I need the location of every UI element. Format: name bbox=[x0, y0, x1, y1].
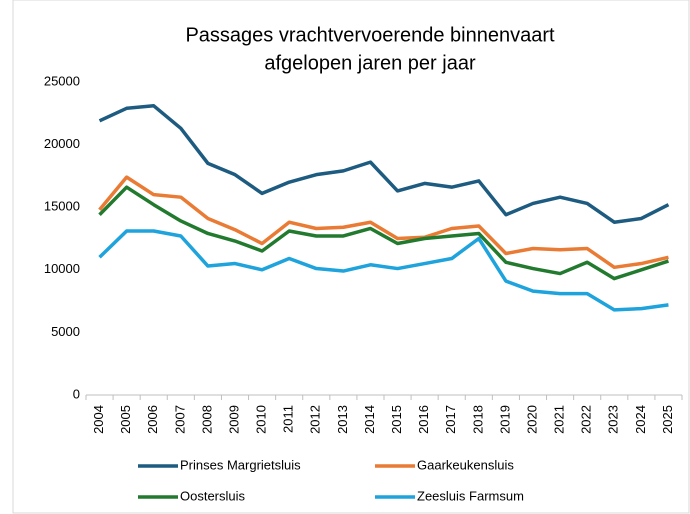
x-tick-label: 2017 bbox=[443, 405, 458, 434]
x-tick-label: 2009 bbox=[226, 405, 241, 434]
series-line bbox=[98, 185, 669, 281]
x-tick-label: 2013 bbox=[335, 405, 350, 434]
y-tick-label: 5000 bbox=[51, 324, 80, 339]
chart-frame bbox=[12, 0, 690, 514]
y-tick-label: 10000 bbox=[44, 261, 80, 276]
legend-label: Zeesluis Farmsum bbox=[417, 488, 524, 503]
x-tick-label: 2012 bbox=[308, 405, 323, 434]
x-tick-label: 2008 bbox=[199, 405, 214, 434]
x-tick-label: 2019 bbox=[497, 405, 512, 434]
x-tick-label: 2021 bbox=[552, 405, 567, 434]
x-tick-label: 2025 bbox=[660, 405, 675, 434]
series-line bbox=[98, 104, 670, 224]
x-tick-label: 2016 bbox=[416, 405, 431, 434]
x-tick-label: 2006 bbox=[145, 405, 160, 434]
x-tick-label: 2010 bbox=[254, 405, 269, 434]
legend-label: Prinses Margrietsluis bbox=[180, 457, 301, 472]
y-tick-label: 25000 bbox=[44, 73, 80, 88]
y-tick-label: 15000 bbox=[44, 199, 80, 214]
series-line bbox=[98, 175, 669, 270]
x-tick-label: 2023 bbox=[606, 405, 621, 434]
x-tick-label: 2018 bbox=[470, 405, 485, 434]
chart-title: afgelopen jaren per jaar bbox=[264, 52, 476, 74]
x-tick-label: 2005 bbox=[118, 405, 133, 434]
legend-label: Oostersluis bbox=[180, 488, 246, 503]
x-tick-label: 2014 bbox=[362, 405, 377, 434]
x-tick-label: 2004 bbox=[91, 405, 106, 434]
legend-label: Gaarkeukensluis bbox=[417, 457, 514, 472]
series-line bbox=[98, 229, 669, 312]
x-tick-label: 2020 bbox=[524, 405, 539, 434]
x-tick-label: 2015 bbox=[389, 405, 404, 434]
chart-title: Passages vrachtvervoerende binnenvaart bbox=[185, 24, 555, 46]
x-tick-label: 2007 bbox=[172, 405, 187, 434]
y-tick-label: 20000 bbox=[44, 136, 80, 151]
x-tick-label: 2024 bbox=[633, 405, 648, 434]
x-tick-label: 2011 bbox=[281, 405, 296, 433]
y-tick-label: 0 bbox=[73, 386, 80, 401]
x-tick-label: 2022 bbox=[579, 405, 594, 434]
